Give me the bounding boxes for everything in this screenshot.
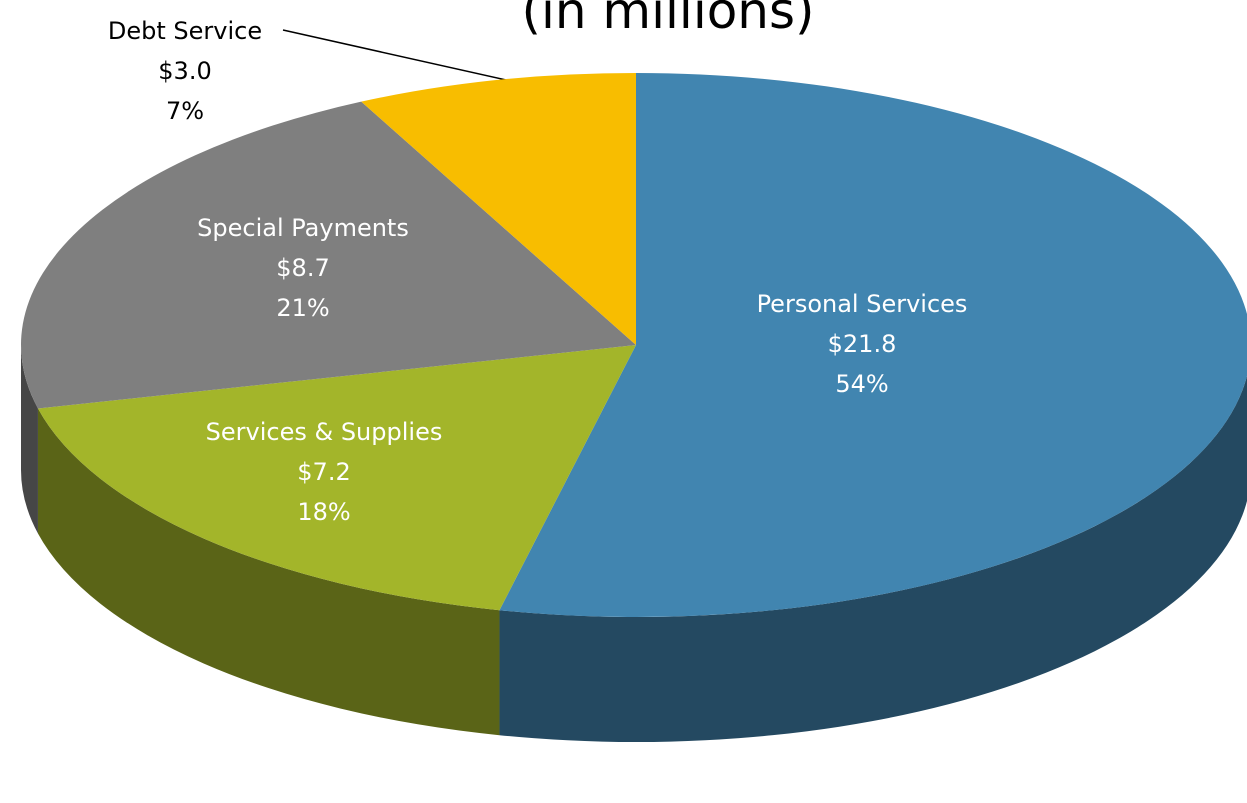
percent-label: 18% (297, 498, 350, 526)
value-label: $7.2 (297, 458, 350, 486)
slice-side (499, 375, 1247, 742)
chart-title: (in millions) (521, 0, 814, 40)
data-label: Special Payments $8.7 21% (197, 214, 409, 322)
data-label: Services & Supplies $7.2 18% (206, 418, 443, 526)
value-label: $3.0 (158, 57, 211, 85)
percent-label: 21% (276, 294, 329, 322)
slice-side (37, 408, 500, 736)
category-label: Services & Supplies (206, 418, 443, 446)
category-label: Special Payments (197, 214, 409, 242)
value-label: $8.7 (276, 254, 329, 282)
data-label: Debt Service $3.0 7% (108, 17, 262, 125)
percent-label: 7% (166, 97, 204, 125)
value-label: $21.8 (828, 330, 897, 358)
slice (21, 101, 637, 409)
slice (499, 73, 1247, 617)
leader-line (282, 29, 516, 83)
category-label: Personal Services (757, 290, 968, 318)
percent-label: 54% (835, 370, 888, 398)
data-label: Personal Services $21.8 54% (757, 290, 968, 398)
slice (361, 73, 636, 345)
slice-side (21, 345, 38, 534)
category-label: Debt Service (108, 17, 262, 45)
slice (37, 345, 637, 611)
